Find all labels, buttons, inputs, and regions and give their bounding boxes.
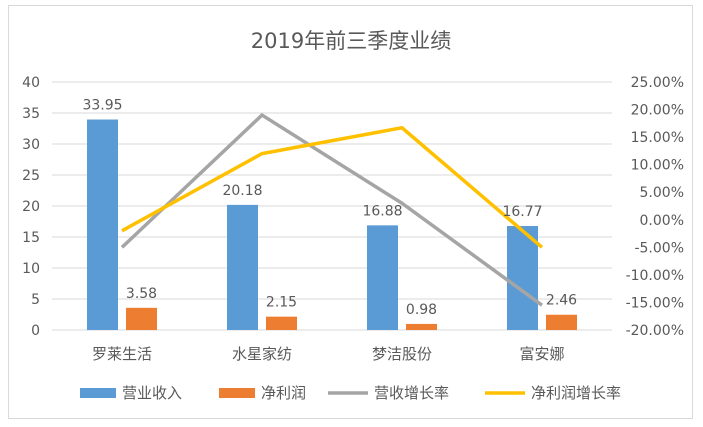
right-tick-label: 0.00% (640, 213, 684, 229)
left-tick-label: 20 (22, 199, 40, 215)
data-label: 33.95 (82, 98, 122, 114)
data-label: 0.98 (406, 302, 437, 318)
bar-营业收入 (227, 204, 258, 330)
right-tick-label: 15.00% (631, 130, 684, 146)
right-tick-label: -5.00% (634, 240, 684, 256)
right-axis: -20.00% -15.00% -10.00% -5.00% 0.00% 5.00% 10.… (626, 75, 684, 339)
left-tick-label: 15 (22, 230, 40, 246)
data-label: 2.15 (266, 295, 297, 311)
right-tick-label: 25.00% (631, 75, 684, 91)
bar-营业收入 (87, 119, 118, 330)
left-tick-label: 10 (22, 261, 40, 277)
bar-营业收入 (507, 226, 538, 330)
legend-label: 营收增长率 (374, 384, 449, 402)
bar-净利润 (406, 323, 437, 330)
legend: 营业收入 净利润 营收增长率 净利润增长率 (80, 384, 621, 402)
left-tick-label: 5 (31, 292, 40, 308)
line-营收增长率 (120, 113, 544, 307)
legend-swatch (80, 388, 116, 398)
data-labels: 33.95 20.18 16.88 16.77 3.58 2.15 0.98 2.46 (82, 98, 577, 318)
right-tick-label: -15.00% (626, 295, 684, 311)
data-label: 16.88 (362, 203, 402, 219)
legend-swatch (219, 388, 255, 398)
data-label: 16.77 (502, 204, 542, 220)
chart-title: 2019年前三季度业绩 (251, 29, 451, 53)
left-tick-label: 40 (22, 75, 40, 91)
right-tick-label: -20.00% (626, 323, 684, 339)
line-净利润增长率 (121, 125, 544, 249)
left-tick-label: 30 (22, 137, 40, 153)
right-tick-label: 20.00% (631, 103, 684, 119)
bar-营业收入 (367, 225, 398, 330)
left-axis: 0 5 10 15 20 25 30 35 40 (22, 75, 40, 339)
bar-净利润 (546, 314, 577, 330)
data-label: 2.46 (546, 293, 577, 309)
left-tick-label: 25 (22, 168, 40, 184)
right-tick-label: 5.00% (640, 185, 684, 201)
right-tick-label: 10.00% (631, 158, 684, 174)
chart-frame (8, 5, 693, 419)
legend-label: 营业收入 (122, 384, 182, 402)
bar-净利润 (126, 307, 157, 330)
bars (87, 119, 577, 330)
category-label: 梦洁股份 (372, 345, 432, 363)
category-axis: 罗莱生活 水星家纺 梦洁股份 富安娜 (92, 345, 565, 363)
category-label: 罗莱生活 (92, 345, 152, 363)
left-tick-label: 35 (22, 106, 40, 122)
left-tick-label: 0 (31, 323, 40, 339)
category-label: 富安娜 (519, 345, 564, 363)
data-label: 20.18 (222, 183, 262, 199)
legend-label: 净利润 (261, 384, 306, 402)
bar-净利润 (266, 316, 297, 330)
data-label: 3.58 (126, 286, 157, 302)
right-tick-label: -10.00% (626, 268, 684, 284)
category-label: 水星家纺 (232, 345, 292, 363)
legend-label: 净利润增长率 (531, 384, 621, 402)
lines (120, 113, 544, 307)
